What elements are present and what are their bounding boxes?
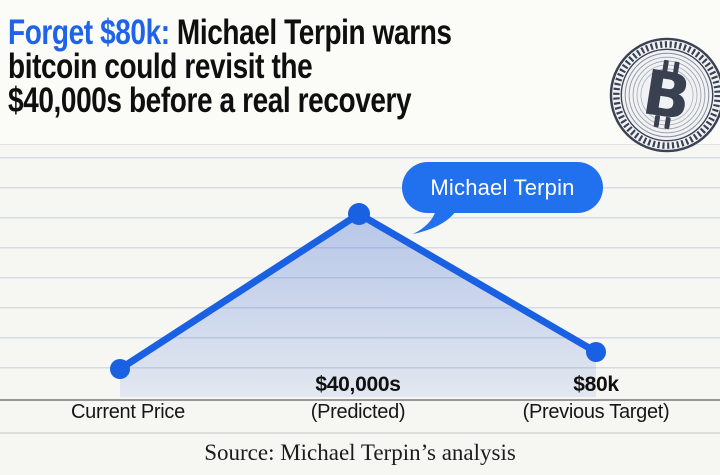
speaker-name: Michael Terpin bbox=[430, 174, 575, 200]
point-caption: (Previous Target) bbox=[522, 401, 670, 423]
point-caption: (Predicted) bbox=[310, 401, 406, 423]
header: Forget $80k: Michael Terpin warns bitcoin … bbox=[0, 0, 720, 145]
point-value bbox=[18, 372, 238, 397]
headline-line3: $40,000s before a real recovery bbox=[8, 81, 412, 120]
footer-divider bbox=[0, 432, 720, 434]
headline-highlight: Forget $80k: bbox=[8, 13, 170, 52]
svg-text:B: B bbox=[638, 55, 696, 134]
x-axis-line bbox=[0, 399, 720, 401]
x-label-current-price: Current Price bbox=[18, 372, 238, 422]
headline-line1: Michael Terpin warns bbox=[176, 13, 452, 52]
x-label-predicted: $40,000s (Predicted) bbox=[248, 372, 468, 422]
bitcoin-coin-icon: B bbox=[609, 37, 720, 153]
ruled-paper-lines bbox=[0, 157, 720, 389]
point-value: $40,000s bbox=[315, 373, 401, 396]
speaker-callout: Michael Terpin bbox=[402, 162, 603, 213]
speech-bubble-tail bbox=[413, 211, 456, 234]
x-label-previous-target: $80k (Previous Target) bbox=[486, 372, 706, 422]
point-value: $80k bbox=[573, 373, 619, 396]
bitcoin-b-symbol: B bbox=[638, 55, 696, 134]
point-caption: Current Price bbox=[71, 401, 185, 423]
source-attribution: Source: Michael Terpin’s analysis bbox=[204, 440, 516, 465]
headline-line2: bitcoin could revisit the bbox=[8, 47, 313, 86]
page-title: Forget $80k: Michael Terpin warns bitcoin … bbox=[8, 13, 712, 120]
